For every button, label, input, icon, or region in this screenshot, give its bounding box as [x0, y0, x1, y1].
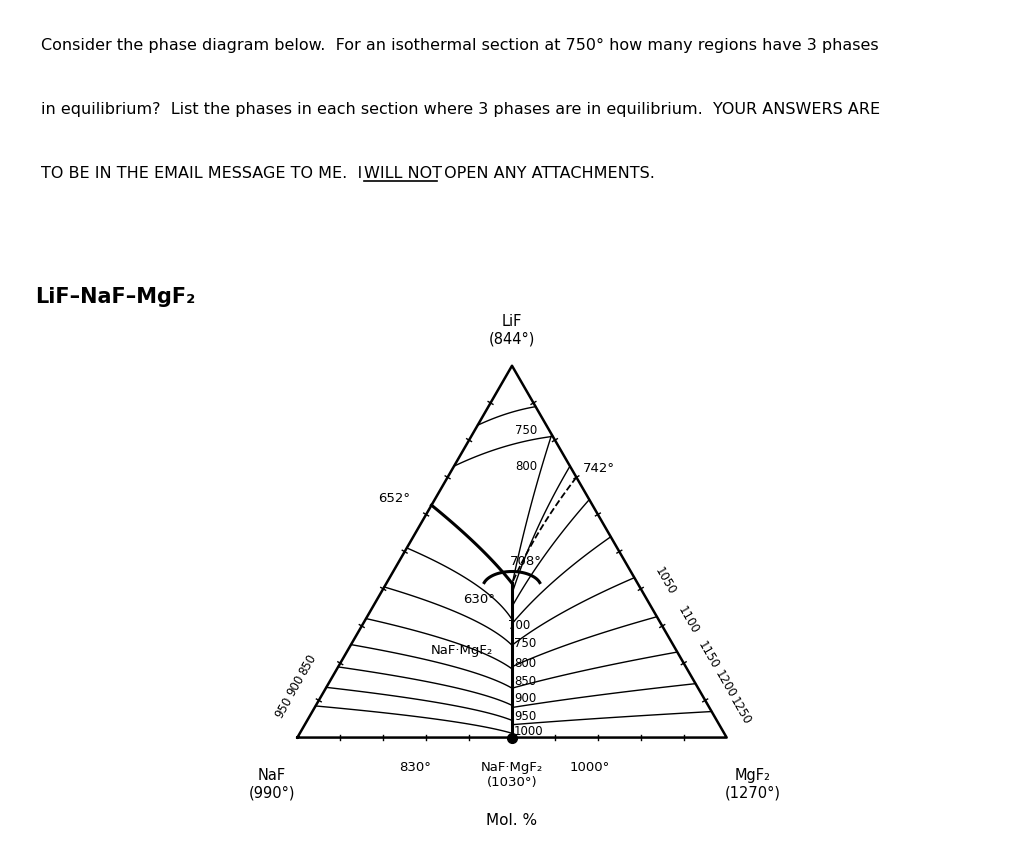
Text: in equilibrium?  List the phases in each section where 3 phases are in equilibri: in equilibrium? List the phases in each … — [41, 102, 880, 117]
Text: Consider the phase diagram below.  For an isothermal section at 750° how many re: Consider the phase diagram below. For an… — [41, 38, 879, 53]
Text: 742°: 742° — [583, 462, 614, 475]
Text: 900: 900 — [514, 693, 537, 706]
Text: 700: 700 — [508, 619, 530, 632]
Text: 950: 950 — [272, 694, 295, 721]
Text: 1250: 1250 — [728, 695, 754, 728]
Text: 1000°: 1000° — [569, 762, 609, 774]
Text: 652°: 652° — [378, 492, 410, 505]
Text: Mol. %: Mol. % — [486, 812, 538, 828]
Text: OPEN ANY ATTACHMENTS.: OPEN ANY ATTACHMENTS. — [439, 166, 655, 181]
Text: MgF₂
(1270°): MgF₂ (1270°) — [724, 767, 780, 800]
Text: 1200: 1200 — [712, 668, 738, 700]
Text: 800: 800 — [514, 657, 537, 670]
Text: 1050: 1050 — [652, 565, 679, 597]
Text: LiF
(844°): LiF (844°) — [488, 314, 536, 346]
Text: 800: 800 — [515, 459, 538, 473]
Text: 750: 750 — [515, 424, 538, 437]
Text: TO BE IN THE EMAIL MESSAGE TO ME.  I: TO BE IN THE EMAIL MESSAGE TO ME. I — [41, 166, 368, 181]
Text: LiF–NaF–MgF₂: LiF–NaF–MgF₂ — [35, 287, 195, 307]
Text: NaF·MgF₂: NaF·MgF₂ — [430, 644, 493, 656]
Text: 1100: 1100 — [675, 604, 701, 636]
Text: NaF·MgF₂
(1030°): NaF·MgF₂ (1030°) — [481, 762, 543, 790]
Text: 830°: 830° — [399, 762, 431, 774]
Text: 1150: 1150 — [695, 639, 722, 672]
Text: 850: 850 — [297, 652, 319, 678]
Text: 750: 750 — [514, 638, 537, 650]
Text: 630°: 630° — [463, 593, 495, 606]
Text: 850: 850 — [514, 675, 537, 689]
Text: WILL NOT: WILL NOT — [364, 166, 441, 181]
Text: 950: 950 — [514, 710, 537, 722]
Text: NaF
(990°): NaF (990°) — [249, 767, 295, 800]
Text: 708°: 708° — [510, 555, 542, 568]
Text: 1000: 1000 — [514, 725, 544, 738]
Text: 900: 900 — [285, 672, 307, 698]
